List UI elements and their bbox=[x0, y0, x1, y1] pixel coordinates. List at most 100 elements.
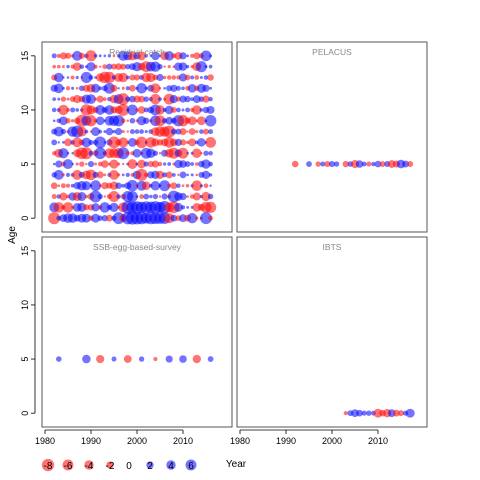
bubble bbox=[206, 105, 215, 114]
y-tick-label: 5 bbox=[20, 357, 30, 362]
bubble bbox=[402, 160, 410, 168]
bubble bbox=[152, 193, 159, 200]
bubble bbox=[108, 136, 120, 149]
x-tick-label: 1980 bbox=[35, 436, 55, 446]
bubble bbox=[203, 75, 209, 80]
bubble bbox=[86, 94, 96, 105]
bubble bbox=[134, 129, 140, 134]
bubble bbox=[51, 53, 57, 59]
bubble bbox=[192, 192, 201, 201]
bubble bbox=[192, 105, 202, 115]
bubble bbox=[96, 354, 105, 364]
bubble bbox=[356, 409, 363, 417]
legend-item: -6 bbox=[62, 459, 74, 472]
bubble bbox=[171, 75, 177, 80]
bubble bbox=[72, 169, 83, 180]
bubble bbox=[50, 182, 58, 190]
bubble bbox=[150, 83, 161, 94]
bubble bbox=[405, 408, 415, 418]
bubble bbox=[117, 93, 130, 106]
bubble bbox=[200, 212, 212, 225]
bubble bbox=[174, 138, 182, 147]
bubble bbox=[98, 129, 103, 134]
y-axis: 0 5 10 15 bbox=[20, 246, 36, 416]
y-tick-label: 10 bbox=[20, 105, 30, 115]
legend-item: -4 bbox=[84, 460, 94, 472]
bubble bbox=[125, 86, 130, 91]
bubble bbox=[117, 162, 121, 166]
bubble bbox=[132, 148, 142, 158]
bubble bbox=[190, 173, 194, 177]
bubble bbox=[164, 105, 174, 115]
bubble bbox=[207, 74, 214, 81]
legend-bubble bbox=[106, 461, 114, 469]
bubble bbox=[111, 63, 117, 70]
bubble bbox=[65, 183, 71, 188]
bubble bbox=[177, 173, 180, 177]
panel-title: SSB-egg-based-survey bbox=[93, 242, 182, 252]
bubble bbox=[199, 129, 204, 134]
bubble bbox=[52, 119, 56, 123]
legend-label: 6 bbox=[188, 461, 194, 472]
bubble bbox=[87, 160, 95, 168]
bubble bbox=[56, 356, 62, 362]
bubble bbox=[52, 97, 57, 102]
bubble bbox=[194, 75, 200, 80]
bubble bbox=[66, 64, 70, 69]
bubble bbox=[195, 173, 199, 177]
bubble bbox=[99, 65, 102, 68]
bubble bbox=[186, 195, 189, 198]
bubble bbox=[170, 128, 177, 135]
bubble bbox=[208, 173, 213, 177]
legend-label: 2 bbox=[147, 461, 153, 472]
bubble bbox=[52, 64, 57, 69]
bubble bbox=[197, 116, 206, 126]
bubble bbox=[379, 161, 386, 167]
bubble bbox=[139, 129, 144, 134]
bubble bbox=[162, 162, 167, 166]
bubble bbox=[138, 356, 145, 362]
bubble bbox=[179, 52, 187, 60]
bubble bbox=[203, 150, 209, 156]
bubble bbox=[186, 54, 189, 58]
bubble bbox=[125, 151, 130, 156]
bubble bbox=[58, 104, 69, 116]
bubble bbox=[79, 161, 85, 167]
bubble bbox=[62, 86, 65, 90]
bubble bbox=[127, 159, 138, 169]
bubble bbox=[171, 172, 176, 177]
bubble bbox=[208, 215, 213, 221]
bubble bbox=[98, 54, 102, 58]
bubble bbox=[125, 96, 131, 102]
bubble bbox=[75, 162, 79, 166]
bubble bbox=[115, 182, 122, 189]
bubble bbox=[144, 54, 148, 58]
bubble bbox=[135, 108, 139, 112]
bubble bbox=[82, 354, 91, 364]
bubble bbox=[126, 191, 138, 202]
bubble bbox=[118, 72, 128, 83]
bubble bbox=[143, 107, 149, 113]
bubble bbox=[366, 161, 372, 167]
legend-bubble bbox=[185, 459, 197, 471]
bubble bbox=[200, 152, 203, 155]
bubble bbox=[208, 96, 213, 102]
x-tick-label: 2010 bbox=[173, 436, 193, 446]
bubble bbox=[162, 172, 168, 178]
bubble bbox=[103, 141, 107, 144]
bubble bbox=[143, 193, 150, 200]
bubble bbox=[193, 52, 201, 60]
bubble bbox=[65, 118, 71, 124]
bubble bbox=[109, 202, 119, 212]
bubble bbox=[57, 184, 61, 187]
bubble bbox=[110, 84, 118, 92]
bubble bbox=[79, 64, 85, 69]
bubble bbox=[102, 97, 107, 102]
bubble bbox=[152, 150, 159, 156]
bubble bbox=[129, 129, 135, 135]
bubble bbox=[155, 170, 165, 180]
panel-title: Residual catch bbox=[109, 47, 165, 57]
legend-label: 4 bbox=[168, 461, 174, 472]
legend-item: -2 bbox=[106, 461, 115, 472]
bubble bbox=[169, 94, 178, 104]
